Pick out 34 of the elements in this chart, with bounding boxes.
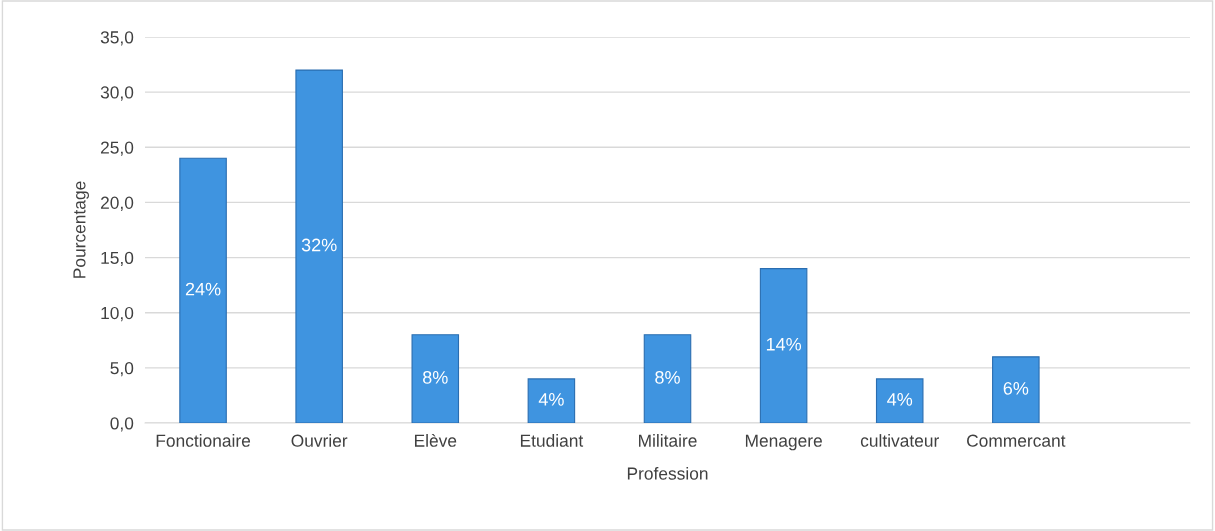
x-tick-label: Commercant	[967, 434, 1066, 447]
x-tick-label: Menagere	[745, 434, 822, 451]
bar	[295, 69, 343, 423]
data-label: 4%	[887, 393, 913, 406]
y-axis-title: Pourcentage	[73, 181, 89, 278]
bar	[527, 378, 576, 423]
y-tick-label: 25,0	[100, 141, 134, 156]
y-tick-label: 10,0	[101, 306, 134, 322]
data-label: 6%	[1003, 381, 1029, 395]
data-label: 8%	[423, 370, 448, 384]
bar	[411, 334, 460, 423]
y-tick-label: 35,0	[100, 31, 134, 46]
y-tick-label: 15,0	[101, 251, 134, 267]
y-tick-label: 20,0	[100, 196, 134, 211]
x-tick-label: cultivateur	[860, 434, 939, 447]
data-label: 14%	[766, 337, 802, 351]
data-label: 4%	[538, 393, 564, 406]
bar	[179, 157, 227, 423]
x-tick-label: Fonctionaire	[156, 434, 251, 447]
x-tick-label: Ouvrier	[291, 434, 348, 447]
bar	[875, 378, 924, 423]
y-tick-label: 5,0	[110, 362, 134, 377]
data-label: 32%	[301, 238, 337, 252]
x-tick-label: Etudiant	[520, 434, 584, 447]
x-tick-label: Elève	[414, 433, 457, 447]
bar	[759, 268, 808, 423]
x-axis-title: Profession	[627, 466, 708, 480]
y-tick-label: 0,0	[110, 417, 134, 432]
x-tick-label: Militaire	[639, 434, 697, 447]
bar	[992, 356, 1040, 423]
y-tick-label: 30,0	[100, 86, 134, 101]
bar	[643, 334, 692, 423]
data-label: 24%	[185, 282, 221, 296]
data-label: 8%	[655, 370, 680, 384]
